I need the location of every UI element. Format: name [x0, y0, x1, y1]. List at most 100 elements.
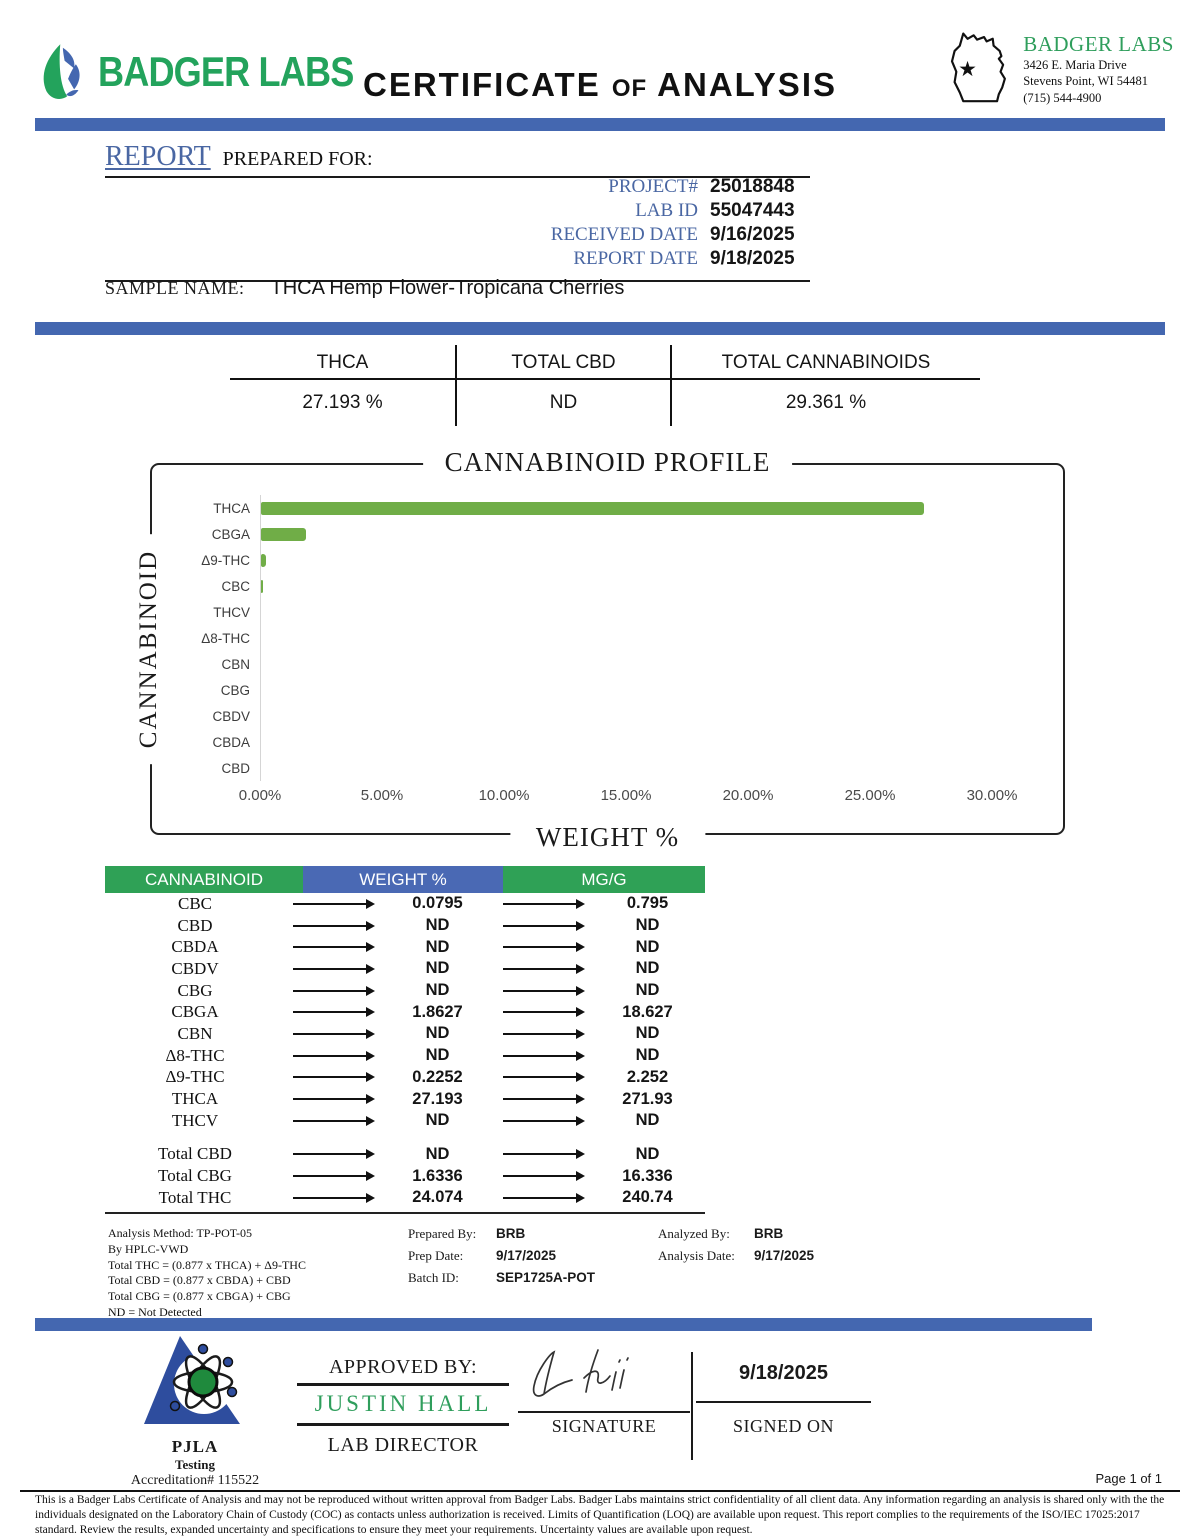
chart-category-label: Δ8-THC	[201, 630, 250, 646]
chart-bar-track	[260, 729, 992, 755]
pjla-sub: Testing	[175, 1457, 215, 1472]
arrow-icon	[285, 920, 380, 931]
arrow-icon	[285, 1050, 380, 1061]
weight-percent-value: ND	[425, 916, 450, 935]
table-total-row: Total THC 24.074 240.74	[105, 1187, 705, 1209]
accreditation-number: Accreditation# 115522	[130, 1473, 260, 1488]
cannabinoid-table: CANNABINOID WEIGHT % MG/G CBC 0.0795 0.7…	[105, 866, 705, 1214]
table-row: CBD ND ND	[105, 915, 705, 937]
table-row: THCA 27.193 271.93	[105, 1088, 705, 1110]
arrow-icon	[285, 1149, 380, 1160]
chart-x-axis: 0.00% 5.00% 10.00% 15.00% 20.00% 25.00% 30.00%	[239, 787, 1018, 807]
chart-bar-row: THCA	[172, 495, 1012, 521]
chart-bar	[261, 579, 263, 593]
chart-category-label: CBGA	[211, 526, 250, 542]
chart-title: CANNABINOID PROFILE	[422, 447, 793, 478]
mgg-value: 18.627	[622, 1002, 673, 1021]
total-name: Total CBG	[158, 1166, 232, 1186]
report-field-row: PROJECT# 25018848	[105, 176, 810, 200]
arrow-icon	[285, 942, 380, 953]
chart-category-label: CBG	[220, 682, 250, 698]
mgg-value: ND	[635, 1024, 660, 1043]
lab-name: BADGER LABS	[1023, 32, 1174, 56]
cannabinoid-name: CBGA	[171, 1002, 219, 1022]
chart-bar-track	[260, 703, 992, 729]
summary-header: TOTAL CANNABINOIDS	[672, 345, 980, 380]
weight-percent-value: 0.2252	[412, 1067, 463, 1086]
chart-bar-row: CBD	[172, 755, 1012, 781]
cannabinoid-name: CBG	[177, 980, 213, 1000]
chart-x-tick: 30.00%	[966, 787, 1018, 804]
chart-bar-track	[260, 521, 992, 547]
signature-icon	[532, 1349, 629, 1397]
wisconsin-state-icon: ★	[951, 32, 1007, 103]
chart-bar-row: CBN	[172, 651, 1012, 677]
table-body: CBC 0.0795 0.795 CBD ND ND CBDA ND ND	[105, 893, 705, 1132]
chart-category-label: THCV	[213, 604, 250, 620]
total-weight-percent-value: 24.074	[412, 1188, 463, 1207]
arrow-icon	[285, 1072, 380, 1083]
cannabinoid-name: Δ8-THC	[165, 1045, 225, 1065]
potency-summary: THCA 27.193 % TOTAL CBD ND TOTAL CANNABI…	[230, 345, 980, 426]
title-word-certificate: CERTIFICATE	[363, 66, 601, 103]
arrow-icon	[285, 963, 380, 974]
mgg-value: 0.795	[626, 894, 669, 913]
chart-bar-track	[260, 755, 992, 781]
table-row: CBGA 1.8627 18.627	[105, 1001, 705, 1023]
cannabinoid-name: CBDA	[171, 937, 219, 957]
field-label: LAB ID	[635, 200, 698, 221]
arrow-icon	[495, 942, 590, 953]
certificate-title: CERTIFICATE OF ANALYSIS	[300, 66, 900, 104]
weight-percent-value: ND	[425, 1111, 450, 1130]
weight-percent-value: 27.193	[412, 1089, 463, 1108]
method-note-line: Total CBD = (0.877 x CBDA) + CBD	[108, 1273, 291, 1288]
divider-bar-bottom	[35, 1318, 1092, 1331]
lab-address-line1: 3426 E. Maria Drive	[1023, 58, 1127, 72]
signature-caption: SIGNATURE	[551, 1416, 657, 1436]
signed-on-caption: SIGNED ON	[733, 1416, 834, 1436]
table-total-row: Total CBG 1.6336 16.336	[105, 1165, 705, 1187]
title-word-analysis: ANALYSIS	[657, 66, 837, 103]
chart-category-label: CBC	[221, 578, 250, 594]
cannabinoid-name: Δ9-THC	[165, 1067, 225, 1087]
arrow-icon	[285, 898, 380, 909]
sample-name-label: SAMPLE NAME:	[105, 278, 245, 298]
cannabinoid-name: THCV	[171, 1110, 219, 1130]
cannabinoid-name: CBDV	[171, 958, 219, 978]
prep-value: SEP1725A-POT	[496, 1270, 596, 1285]
chart-x-tick: 5.00%	[360, 787, 404, 804]
chart-x-tick: 20.00%	[722, 787, 774, 804]
table-row: CBN ND ND	[105, 1023, 705, 1045]
method-note-line: Analysis Method: TP-POT-05	[108, 1226, 253, 1240]
arrow-icon	[495, 1094, 590, 1105]
arrow-icon	[285, 1192, 380, 1203]
analysis-info: Analyzed By: BRB Analysis Date: 9/17/202…	[658, 1226, 958, 1321]
badger-labs-logo: BADGER LABS	[36, 40, 395, 104]
table-gap	[105, 1132, 705, 1144]
lab-address-block: ★ BADGER LABS 3426 E. Maria Drive Steven…	[939, 26, 1174, 114]
total-name: Total CBD	[158, 1144, 232, 1164]
summary-column: THCA 27.193 %	[230, 345, 455, 426]
mgg-value: ND	[635, 1111, 660, 1130]
chart-bar-row: THCV	[172, 599, 1012, 625]
summary-value: ND	[549, 392, 578, 413]
arrow-icon	[285, 1094, 380, 1105]
arrow-icon	[495, 1028, 590, 1039]
prep-info-row: Batch ID: SEP1725A-POT	[408, 1270, 658, 1292]
chart-bar-track	[260, 573, 992, 599]
pjla-org: PJLA	[171, 1437, 219, 1456]
mgg-value: ND	[635, 959, 660, 978]
chart-bar	[261, 527, 307, 541]
arrow-icon	[495, 920, 590, 931]
summary-column: TOTAL CANNABINOIDS 29.361 %	[672, 345, 980, 426]
signature-block	[518, 1342, 690, 1413]
weight-percent-value: ND	[425, 937, 450, 956]
chart-bar	[261, 501, 924, 515]
table-header-row: CANNABINOID WEIGHT % MG/G	[105, 866, 705, 893]
table-row: THCV ND ND	[105, 1110, 705, 1132]
chart-bar-track	[260, 495, 992, 521]
summary-column: TOTAL CBD ND	[455, 345, 672, 426]
arrow-icon	[495, 1007, 590, 1018]
field-value: 9/16/2025	[710, 224, 795, 245]
report-field-row: REPORT DATE 9/18/2025	[105, 248, 810, 272]
